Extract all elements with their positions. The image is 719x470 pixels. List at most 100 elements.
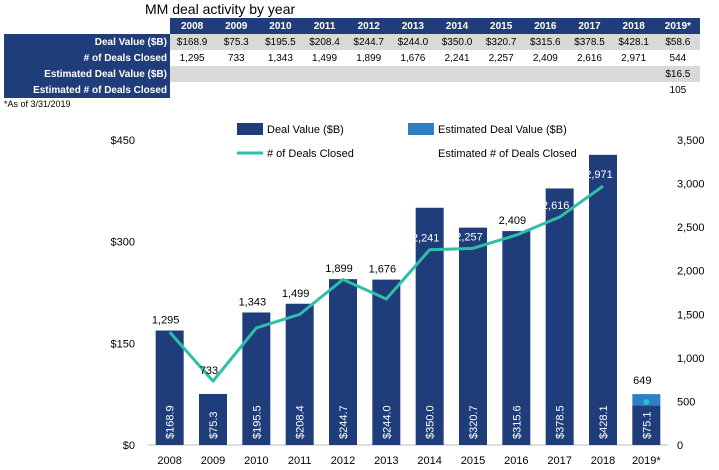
table-cell [214, 82, 259, 98]
bar-value-label: $75.1 [641, 411, 653, 439]
table-cell: 105 [655, 82, 700, 98]
bar-deal-value [329, 279, 357, 445]
table-cell [611, 82, 656, 98]
line-value-label: 1,295 [152, 315, 180, 327]
table-cell: 2,409 [523, 50, 568, 66]
footnote: *As of 3/31/2019 [4, 99, 71, 109]
table-cell [567, 82, 612, 98]
line-value-label: 1,343 [239, 296, 267, 308]
y-left-tick-label: $450 [111, 135, 135, 147]
line-value-label: 2,241 [412, 233, 440, 245]
table-cell: $350.0 [434, 34, 480, 50]
bar-value-label: $378.5 [555, 405, 567, 439]
table-cell [302, 82, 347, 98]
table-cell: $244.0 [390, 34, 435, 50]
bar-deal-value [199, 393, 227, 445]
x-tick-label: 2010 [244, 455, 268, 467]
table-year-header: 2010 [258, 18, 303, 34]
table-corner [4, 18, 170, 34]
table-cell: 1,499 [302, 50, 347, 66]
x-tick-label: 2015 [461, 455, 485, 467]
table-header-row: 2008 2009 2010 2011 2012 2013 2014 2015 2016 2017… [4, 18, 700, 34]
table-cell: 2,241 [434, 50, 480, 66]
line-value-label: 1,499 [282, 288, 310, 300]
line-value-label: 2,409 [499, 215, 527, 227]
bar-deal-value [242, 312, 271, 445]
combo-chart: $0 $150 $300 $450 0 500 1,000 1,500 2,000 2,500 3,… [111, 123, 705, 467]
table-cell [434, 82, 480, 98]
marker-estimated-deals [643, 399, 650, 405]
x-tick-label: 2019* [632, 455, 661, 467]
legend-label: Deal Value ($B) [267, 124, 344, 136]
data-table: 2008 2009 2010 2011 2012 2013 2014 2015 2016 2017… [4, 18, 700, 98]
x-tick-label: 2013 [374, 455, 398, 467]
table-cell: $315.6 [523, 34, 568, 50]
table-row: # of Deals Closed 1,295 733 1,343 1,499 1,899… [4, 50, 700, 66]
table-row-label: Estimated Deal Value ($B) [4, 66, 170, 82]
x-tick-label: 2016 [504, 455, 528, 467]
y-right-tick-label: 1,500 [677, 309, 705, 321]
y-right-tick-label: 3,000 [677, 179, 705, 191]
table-cell [258, 82, 303, 98]
chart-title: MM deal activity by year [145, 1, 296, 17]
table-cell: $208.4 [302, 34, 347, 50]
table-row-label: # of Deals Closed [4, 50, 170, 66]
line-value-label: 2,257 [455, 231, 483, 243]
y-right-tick-label: 0 [677, 440, 683, 452]
bar-deal-value [632, 405, 661, 445]
table-cell [390, 82, 435, 98]
table-row-label: Deal Value ($B) [4, 34, 170, 50]
table-cell [434, 66, 480, 82]
table-cell: $58.6 [655, 34, 700, 50]
bar-value-label: $168.9 [165, 405, 177, 439]
table-row: Deal Value ($B) $168.9 $75.3 $195.5 $208.4 $2… [4, 34, 700, 50]
table-cell [346, 66, 391, 82]
table-cell: 1,295 [170, 50, 215, 66]
y-left-tick-label: $0 [123, 440, 135, 452]
table-row: Estimated # of Deals Closed 105 [4, 82, 700, 98]
legend-swatch [237, 123, 263, 135]
x-tick-label: 2017 [547, 455, 571, 467]
legend-label: Estimated # of Deals Closed [438, 148, 577, 160]
y-right-tick-label: 500 [677, 396, 695, 408]
table-cell [346, 82, 391, 98]
line-deals-closed [168, 184, 604, 383]
y-right-tick-label: 2,500 [677, 222, 705, 234]
bar-value-label: $350.0 [425, 405, 437, 439]
bar-value-label: $244.7 [338, 405, 350, 439]
table-cell: 1,343 [258, 50, 303, 66]
bar-deal-value [545, 188, 574, 445]
table-cell: 544 [655, 50, 700, 66]
table-cell: $168.9 [170, 34, 215, 50]
bar-value-label: $195.5 [251, 405, 263, 439]
table-cell [479, 82, 524, 98]
bar-deal-value [155, 330, 184, 445]
table-row: Estimated Deal Value ($B) $16.5 [4, 66, 700, 82]
bar-value-label: $320.7 [468, 405, 480, 439]
table-year-header: 2015 [479, 18, 524, 34]
table-cell: 1,676 [390, 50, 435, 66]
table-cell: $16.5 [655, 66, 700, 82]
table-cell: $378.5 [567, 34, 612, 50]
table-cell [523, 66, 568, 82]
x-tick-label: 2011 [288, 455, 312, 467]
bar-value-label: $244.0 [381, 405, 393, 439]
line-value-label: 733 [200, 365, 218, 377]
legend-label: # of Deals Closed [267, 148, 354, 160]
table-cell [479, 66, 524, 82]
table-cell [390, 66, 435, 82]
line-value-label: 2,971 [585, 169, 613, 181]
table-cell [214, 66, 259, 82]
bar-deal-value [415, 207, 444, 445]
table-year-header: 2008 [170, 18, 215, 34]
y-left-tick-label: $300 [111, 237, 135, 249]
table-cell [302, 66, 347, 82]
y-right-tick-label: 3,500 [677, 135, 705, 147]
table-cell: 2,616 [567, 50, 612, 66]
legend-swatch [408, 123, 434, 135]
table-cell: $320.7 [479, 34, 524, 50]
table-year-header: 2009 [214, 18, 259, 34]
y-right-tick-label: 1,000 [677, 353, 705, 365]
table-cell: 733 [214, 50, 259, 66]
table-cell: $195.5 [258, 34, 303, 50]
